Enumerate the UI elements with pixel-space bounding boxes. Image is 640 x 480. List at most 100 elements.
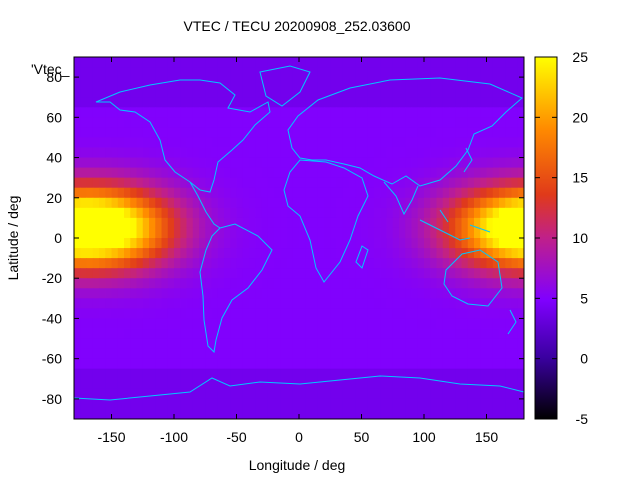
heatmap-cell [186,227,194,239]
heatmap-cell [80,268,88,279]
heatmap-cell [330,117,338,128]
heatmap-cell [242,57,250,68]
heatmap-cell [342,87,350,98]
heatmap-cell [492,147,500,159]
heatmap-cell [330,278,338,289]
heatmap-cell [92,378,100,390]
heatmap-cell [474,308,481,320]
heatmap-cell [117,248,125,259]
heatmap-cell [417,137,425,149]
heatmap-cell [174,398,181,410]
heatmap-cell [349,217,356,229]
heatmap-cell [149,328,156,340]
heatmap-cell [317,57,325,68]
heatmap-cell [280,238,288,249]
heatmap-cell [492,97,500,108]
colorbar-tick-label: 25 [572,49,588,65]
heatmap-cell [299,328,306,340]
heatmap-cell [211,197,219,209]
heatmap-cell [136,67,144,78]
heatmap-cell [417,258,425,269]
heatmap-cell [192,278,200,289]
heatmap-cell [99,318,106,330]
heatmap-cell [86,378,94,390]
heatmap-cell [136,137,144,149]
heatmap-cell [280,77,288,88]
heatmap-cell [217,348,225,360]
heatmap-cell [155,408,163,419]
heatmap-cell [230,378,238,390]
heatmap-cell [474,137,481,149]
heatmap-cell [355,248,363,259]
heatmap-cell [474,97,481,108]
heatmap-cell [274,288,281,299]
heatmap-cell [311,147,319,159]
heatmap-cell [330,378,338,390]
heatmap-cell [417,328,425,340]
heatmap-cell [486,238,494,249]
heatmap-cell [199,107,206,118]
heatmap-cell [80,368,88,380]
heatmap-cell [405,157,413,169]
heatmap-cell [224,207,231,219]
heatmap-cell [361,127,369,139]
heatmap-cell [349,278,356,289]
heatmap-cell [274,348,281,360]
heatmap-cell [174,388,181,400]
heatmap-cell [161,57,169,68]
heatmap-cell [167,137,175,149]
heatmap-cell [92,238,100,249]
heatmap-cell [267,288,275,299]
heatmap-cell [355,107,363,118]
heatmap-cell [230,137,238,149]
heatmap-cell [430,97,438,108]
heatmap-cell [242,97,250,108]
heatmap-cell [149,67,156,78]
heatmap-cell [511,117,519,128]
heatmap-cell [92,87,100,98]
heatmap-cell [205,87,213,98]
heatmap-cell [405,67,413,78]
heatmap-cell [174,57,181,68]
heatmap-cell [86,197,94,209]
heatmap-cell [105,207,113,219]
heatmap-cell [280,298,288,309]
heatmap-cell [517,127,524,139]
heatmap-cell [311,197,319,209]
heatmap-cell [374,248,381,259]
heatmap-cell [517,388,524,400]
heatmap-cell [424,187,431,199]
heatmap-cell [161,117,169,128]
heatmap-cell [111,87,119,98]
heatmap-cell [292,358,300,370]
heatmap-cell [380,308,388,320]
heatmap-cell [486,248,494,259]
heatmap-cell [261,388,269,400]
heatmap-cell [130,67,138,78]
heatmap-cell [342,117,350,128]
heatmap-cell [305,217,313,229]
heatmap-cell [424,318,431,330]
heatmap-cell [374,408,381,419]
heatmap-cell [261,77,269,88]
heatmap-cell [267,318,275,330]
heatmap-cell [142,398,150,410]
heatmap-cell [399,328,406,340]
heatmap-cell [174,258,181,269]
heatmap-cell [455,278,463,289]
heatmap-cell [386,248,394,259]
heatmap-cell [424,408,431,419]
heatmap-cell [505,238,513,249]
heatmap-cell [180,298,188,309]
heatmap-cell [99,127,106,139]
heatmap-cell [161,258,169,269]
heatmap-cell [486,137,494,149]
heatmap-cell [249,167,256,179]
heatmap-cell [286,157,294,169]
heatmap-cell [142,227,150,239]
heatmap-cell [417,308,425,320]
heatmap-cell [124,358,131,370]
heatmap-cell [161,318,169,330]
heatmap-cell [417,268,425,279]
heatmap-cell [386,117,394,128]
